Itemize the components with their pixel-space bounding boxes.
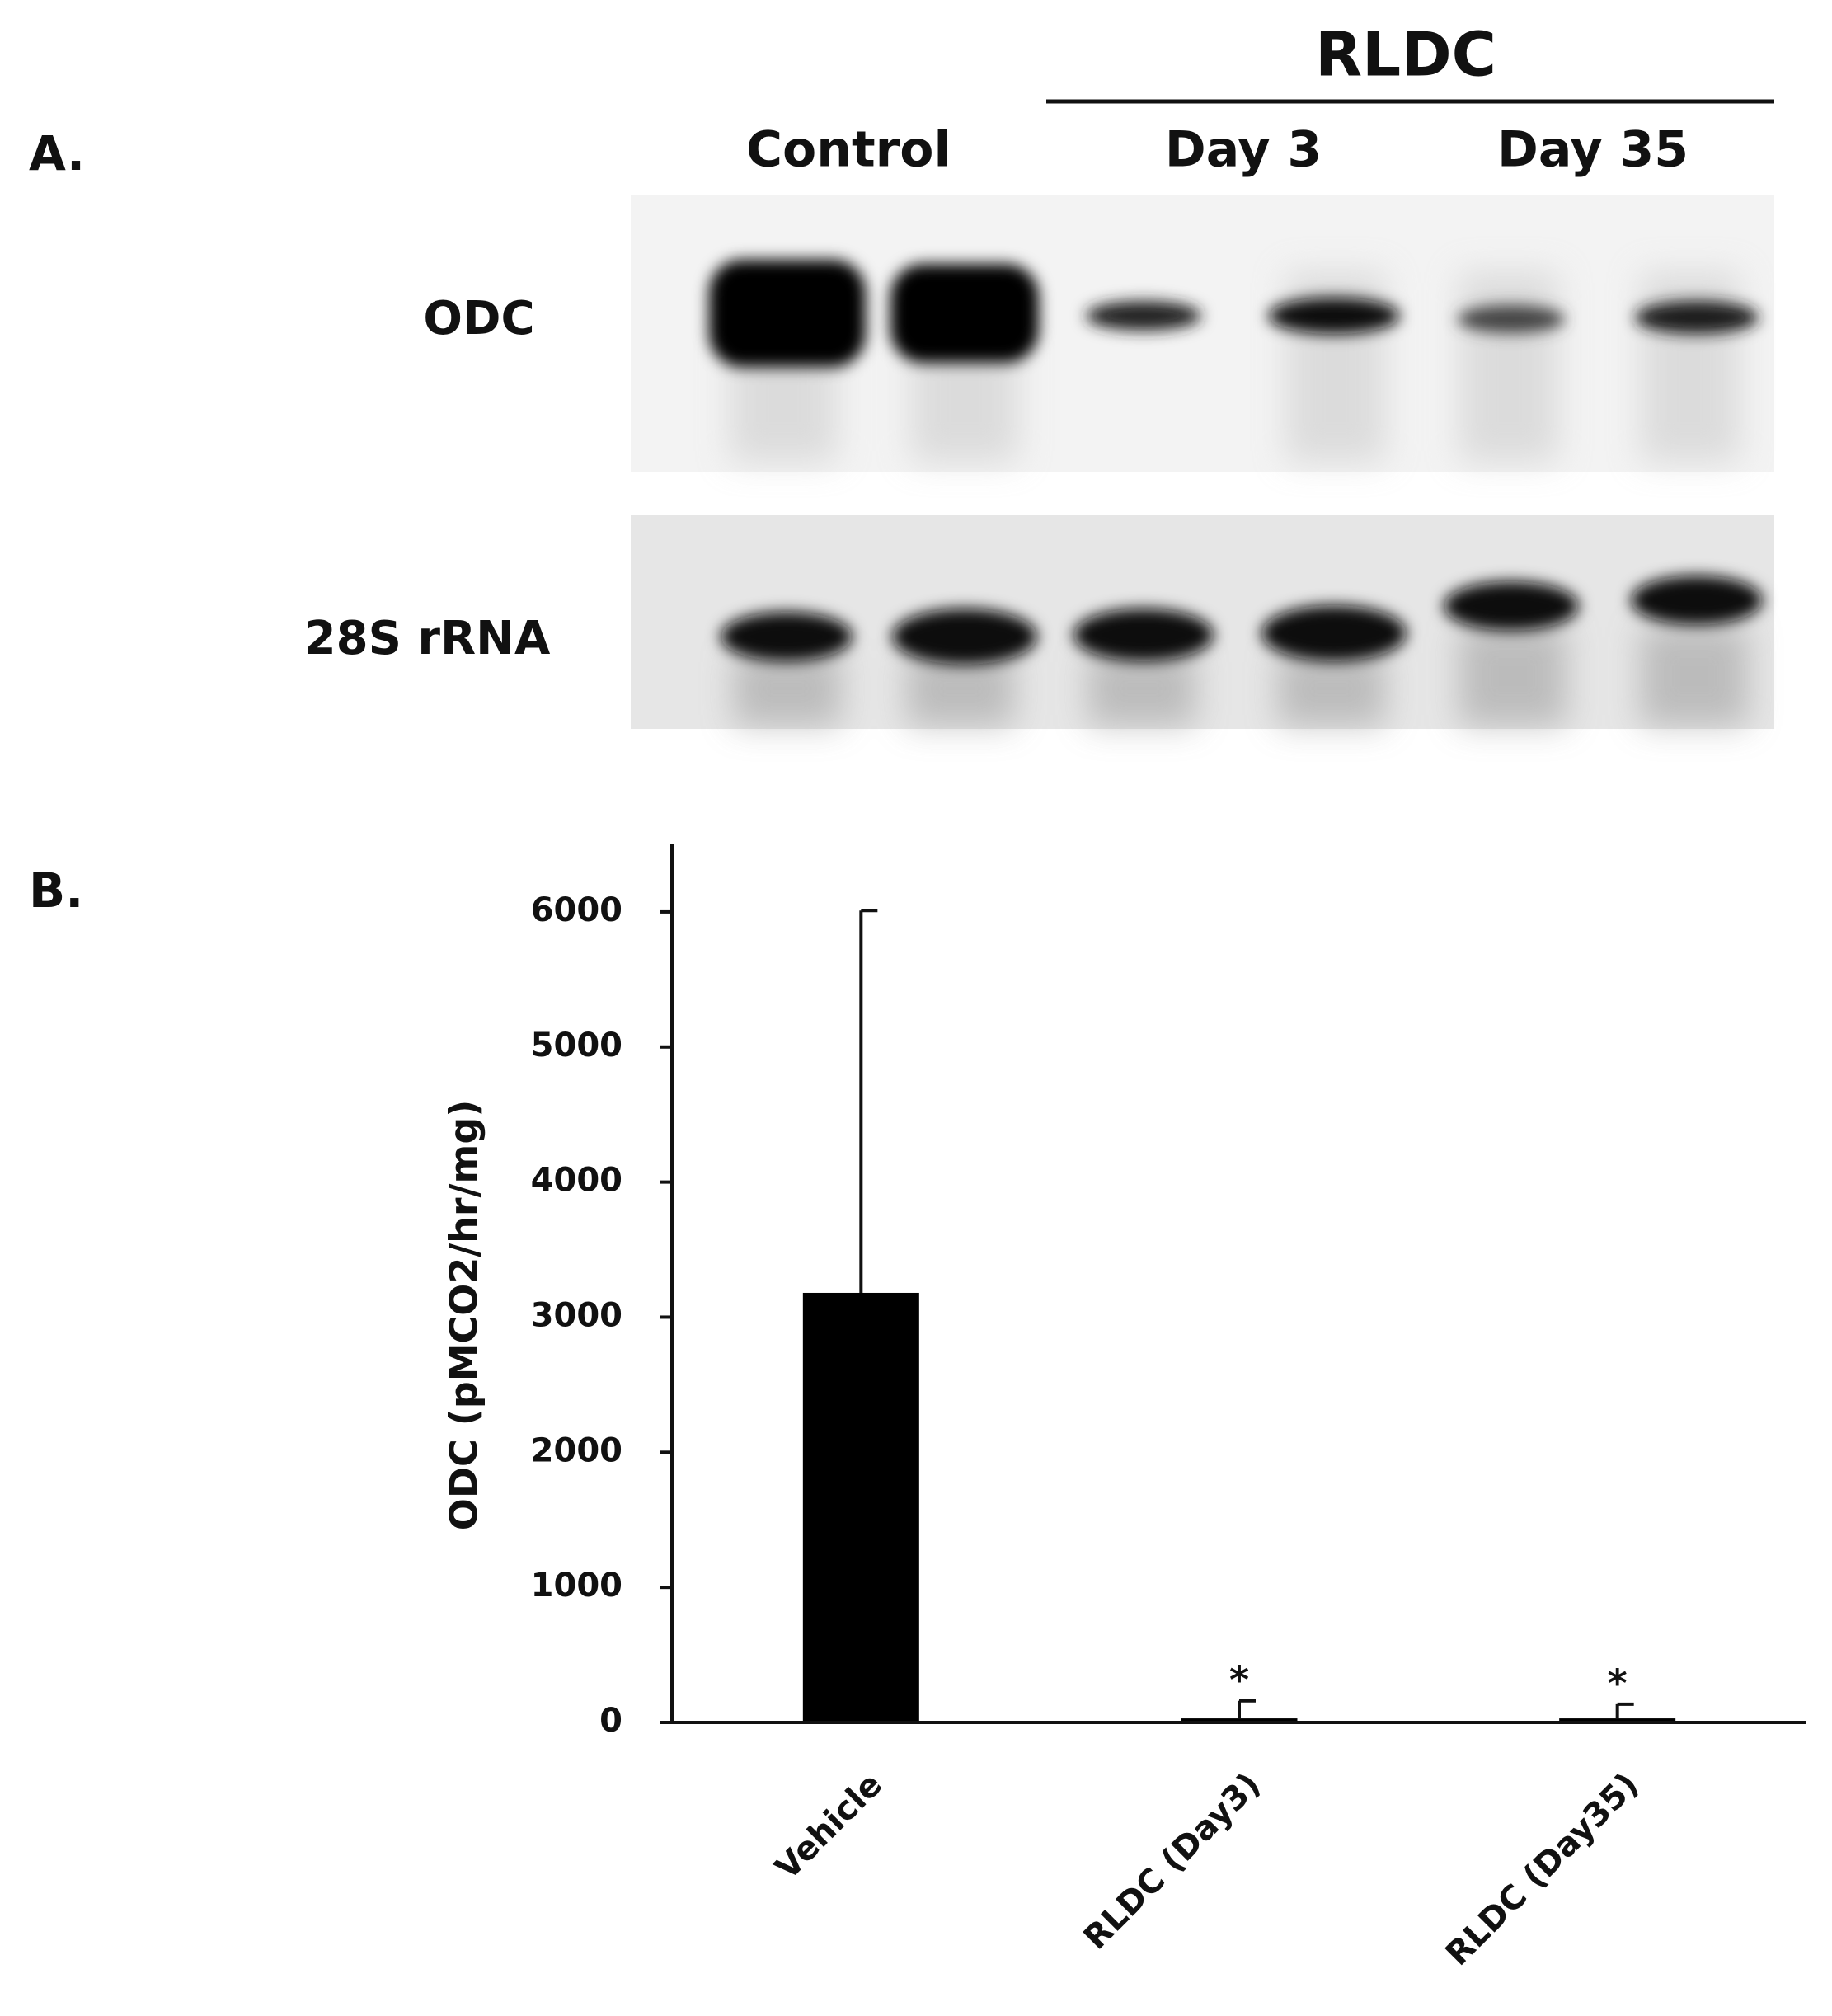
y-tick-label: 4000 <box>531 1162 622 1200</box>
x-tick-label: Vehicle <box>768 1765 890 1887</box>
error-bar <box>1238 1699 1256 1719</box>
significance: * <box>1608 1661 1628 1705</box>
y-tick-label: 6000 <box>531 891 622 929</box>
lane-label: Control <box>746 121 951 179</box>
y-tick-label: 0 <box>599 1702 622 1740</box>
y-axis-label: ODC (pMCO2/hr/mg) <box>442 1100 486 1531</box>
group-label: RLDC <box>1315 20 1496 91</box>
row-label: 28S rRNA <box>304 612 551 665</box>
row-label: ODC <box>423 292 534 345</box>
panel-label: B. <box>29 862 83 919</box>
y-tick-label: 1000 <box>531 1567 622 1605</box>
error-bar <box>1615 1702 1634 1719</box>
x-tick-label: RLDC (Day35) <box>1439 1765 1646 1973</box>
significance: * <box>1229 1657 1249 1702</box>
bar <box>1559 1718 1676 1722</box>
blot-odc <box>631 195 1774 472</box>
panel-label: A. <box>29 125 85 181</box>
bar <box>1181 1718 1298 1722</box>
y-tick-label: 3000 <box>531 1296 622 1334</box>
blot-28s <box>631 515 1774 729</box>
plot: 0 1000 2000 3000 4000 5000 6000 Vehicle * RLDC (D… <box>531 844 1806 1973</box>
lane-label: Day 3 <box>1165 121 1322 179</box>
y-tick-label: 5000 <box>531 1027 622 1064</box>
error-bar <box>859 909 878 1293</box>
y-tick-label: 2000 <box>531 1431 622 1469</box>
lane-label: Day 35 <box>1497 121 1689 179</box>
bar <box>802 1292 919 1722</box>
x-tick-label: RLDC (Day3) <box>1077 1765 1268 1957</box>
